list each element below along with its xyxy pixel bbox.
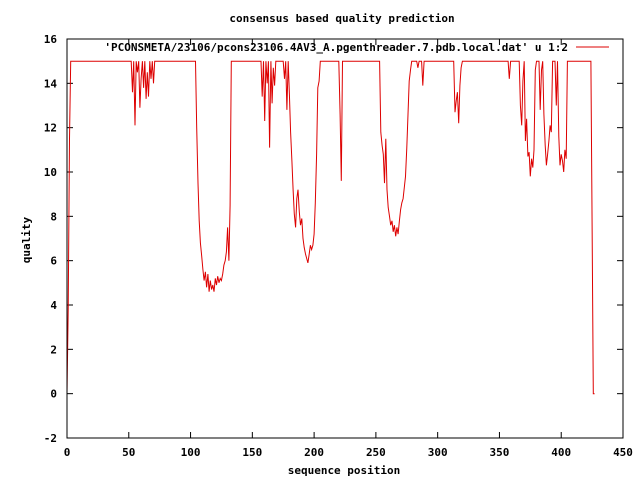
y-tick-label-1: 0 <box>50 388 57 401</box>
y-tick-label-8: 14 <box>44 77 58 90</box>
x-tick-label-7: 350 <box>490 446 510 459</box>
y-tick-label-7: 12 <box>44 122 57 135</box>
legend: 'PCONSMETA/23106/pcons23106.4AV3_A.pgent… <box>104 41 609 54</box>
y-tick-label-4: 6 <box>50 255 57 268</box>
y-tick-label-9: 16 <box>44 33 58 46</box>
series-line-0 <box>66 60 595 395</box>
y-axis-label: quality <box>20 216 33 263</box>
x-tick-label-1: 50 <box>122 446 135 459</box>
y-tick-label-2: 2 <box>50 343 57 356</box>
x-tick-label-0: 0 <box>64 446 71 459</box>
chart-title: consensus based quality prediction <box>229 12 454 25</box>
x-tick-label-2: 100 <box>181 446 201 459</box>
legend-label: 'PCONSMETA/23106/pcons23106.4AV3_A.pgent… <box>104 41 568 54</box>
x-tick-label-5: 250 <box>366 446 386 459</box>
x-tick-label-6: 300 <box>428 446 448 459</box>
y-tick-label-6: 10 <box>44 166 57 179</box>
x-axis-label: sequence position <box>288 464 401 477</box>
y-tick-label-3: 4 <box>50 299 57 312</box>
plot-frame <box>66 38 624 439</box>
y-tick-label-5: 8 <box>50 210 57 223</box>
tick-labels: 0 50 100 150 200 250 300 350 400 450 -2 0 2 4 6 8 10 12 14… <box>44 33 633 459</box>
x-tick-label-3: 150 <box>242 446 262 459</box>
series-layer <box>66 60 595 395</box>
x-tick-label-8: 400 <box>551 446 571 459</box>
x-tick-label-4: 200 <box>304 446 324 459</box>
x-tick-label-9: 450 <box>613 446 633 459</box>
y-tick-label-0: -2 <box>44 432 57 445</box>
